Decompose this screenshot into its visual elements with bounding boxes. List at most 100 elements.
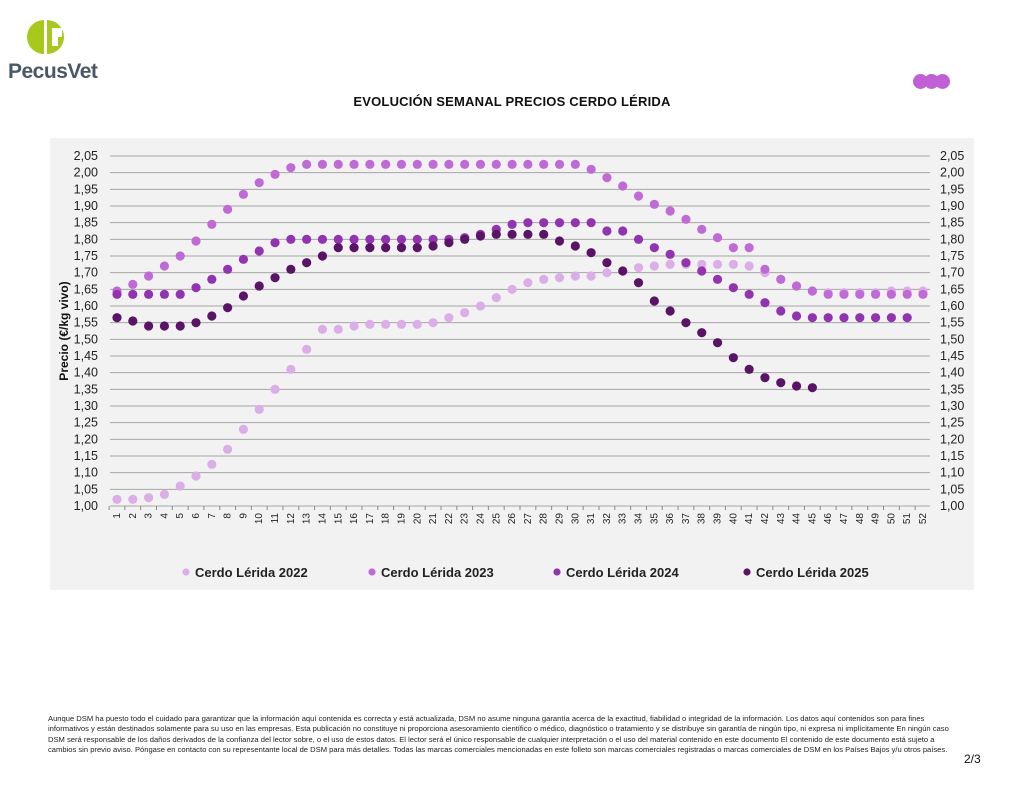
- x-tick-label: 3: [144, 513, 155, 519]
- y-tick-label-left: 1,45: [74, 349, 98, 363]
- data-point-cerdo-lérida-2023: [760, 264, 770, 274]
- data-point-cerdo-lérida-2025: [791, 381, 802, 391]
- legend-label: Cerdo Lérida 2024: [566, 565, 679, 580]
- data-point-cerdo-lérida-2023: [618, 181, 628, 191]
- data-point-cerdo-lérida-2023: [665, 206, 675, 216]
- data-point-cerdo-lérida-2022: [602, 268, 612, 278]
- y-tick-label-left: 1,75: [74, 249, 98, 263]
- x-tick-label: 1: [112, 513, 123, 519]
- y-tick-label-left: 1,90: [74, 199, 98, 213]
- x-tick-label: 39: [713, 513, 724, 525]
- data-point-cerdo-lérida-2024: [791, 311, 802, 321]
- data-point-cerdo-lérida-2024: [744, 289, 754, 299]
- data-point-cerdo-lérida-2024: [760, 298, 770, 308]
- x-tick-label: 44: [792, 513, 803, 525]
- data-point-cerdo-lérida-2022: [254, 404, 264, 414]
- y-tick-label-left: 1,50: [74, 332, 98, 346]
- y-tick-label-right: 1,60: [940, 299, 964, 313]
- data-point-cerdo-lérida-2024: [855, 313, 865, 323]
- data-point-cerdo-lérida-2022: [223, 444, 233, 454]
- data-point-cerdo-lérida-2023: [791, 281, 802, 291]
- data-point-cerdo-lérida-2025: [428, 241, 438, 251]
- y-tick-label-right: 1,45: [940, 349, 964, 363]
- y-tick-label-left: 1,15: [74, 449, 98, 463]
- data-point-cerdo-lérida-2023: [286, 163, 296, 173]
- data-point-cerdo-lérida-2023: [918, 289, 928, 299]
- data-point-cerdo-lérida-2023: [412, 159, 422, 169]
- data-point-cerdo-lérida-2023: [302, 159, 312, 169]
- data-point-cerdo-lérida-2022: [191, 471, 201, 481]
- data-point-cerdo-lérida-2023: [396, 159, 407, 169]
- data-point-cerdo-lérida-2024: [712, 274, 723, 284]
- y-tick-label-right: 1,85: [940, 216, 964, 230]
- data-point-cerdo-lérida-2024: [823, 313, 833, 323]
- logo-p-icon: [27, 20, 64, 54]
- data-point-cerdo-lérida-2022: [365, 319, 375, 329]
- data-point-cerdo-lérida-2023: [223, 204, 233, 214]
- data-point-cerdo-lérida-2023: [349, 159, 359, 169]
- data-point-cerdo-lérida-2023: [870, 289, 881, 299]
- y-tick-label-right: 1,15: [940, 449, 964, 463]
- x-tick-label: 10: [254, 513, 265, 525]
- y-tick-label-right: 2,05: [940, 149, 964, 163]
- data-point-cerdo-lérida-2023: [681, 214, 691, 224]
- data-point-cerdo-lérida-2025: [586, 248, 596, 258]
- x-tick-label: 13: [302, 513, 313, 525]
- y-tick-label-left: 1,60: [74, 299, 98, 313]
- data-point-cerdo-lérida-2023: [128, 279, 138, 289]
- data-point-cerdo-lérida-2023: [428, 159, 438, 169]
- data-point-cerdo-lérida-2023: [270, 169, 280, 179]
- y-tick-label-right: 1,20: [940, 432, 964, 446]
- data-point-cerdo-lérida-2025: [649, 296, 659, 306]
- data-point-cerdo-lérida-2025: [618, 266, 628, 276]
- data-point-cerdo-lérida-2022: [649, 261, 659, 271]
- data-point-cerdo-lérida-2024: [539, 218, 549, 228]
- data-point-cerdo-lérida-2024: [238, 254, 249, 264]
- x-tick-label: 50: [886, 513, 897, 525]
- data-point-cerdo-lérida-2022: [444, 313, 454, 323]
- data-point-cerdo-lérida-2025: [760, 373, 770, 383]
- chart-title: EVOLUCIÓN SEMANAL PRECIOS CERDO LÉRIDA: [353, 94, 671, 109]
- data-point-cerdo-lérida-2022: [317, 324, 328, 334]
- y-tick-label-left: 1,20: [74, 432, 98, 446]
- data-point-cerdo-lérida-2023: [839, 289, 849, 299]
- y-tick-label-left: 1,85: [74, 216, 98, 230]
- data-point-cerdo-lérida-2022: [412, 319, 422, 329]
- data-point-cerdo-lérida-2024: [776, 306, 786, 316]
- data-point-cerdo-lérida-2022: [523, 278, 533, 288]
- data-point-cerdo-lérida-2025: [807, 383, 817, 393]
- y-tick-label-right: 1,90: [940, 199, 964, 213]
- data-point-cerdo-lérida-2022: [302, 344, 312, 354]
- y-tick-label-right: 1,25: [940, 416, 964, 430]
- x-tick-label: 30: [570, 513, 581, 525]
- data-point-cerdo-lérida-2022: [175, 481, 185, 491]
- data-point-cerdo-lérida-2025: [302, 258, 312, 268]
- x-tick-label: 16: [349, 513, 360, 525]
- data-point-cerdo-lérida-2022: [112, 494, 122, 504]
- y-tick-label-left: 1,40: [74, 366, 98, 380]
- data-point-cerdo-lérida-2023: [902, 289, 912, 299]
- data-point-cerdo-lérida-2023: [586, 164, 596, 174]
- x-tick-label: 29: [555, 513, 566, 525]
- y-tick-label-left: 1,70: [74, 266, 98, 280]
- x-tick-label: 51: [902, 513, 913, 525]
- x-tick-label: 12: [286, 513, 297, 525]
- data-point-cerdo-lérida-2022: [507, 284, 517, 294]
- data-point-cerdo-lérida-2024: [886, 313, 896, 323]
- data-point-cerdo-lérida-2024: [649, 243, 659, 253]
- data-point-cerdo-lérida-2024: [333, 234, 343, 244]
- data-point-cerdo-lérida-2023: [333, 159, 343, 169]
- data-point-cerdo-lérida-2023: [570, 159, 580, 169]
- x-tick-label: 37: [681, 513, 692, 525]
- data-point-cerdo-lérida-2022: [665, 259, 675, 269]
- data-point-cerdo-lérida-2024: [317, 234, 328, 244]
- x-tick-label: 35: [649, 513, 660, 525]
- data-point-cerdo-lérida-2022: [554, 273, 565, 283]
- data-point-cerdo-lérida-2025: [207, 311, 217, 321]
- data-point-cerdo-lérida-2023: [554, 159, 565, 169]
- brand-name: PecusVet: [8, 60, 98, 83]
- data-point-cerdo-lérida-2022: [381, 319, 391, 329]
- data-point-cerdo-lérida-2024: [302, 234, 312, 244]
- data-point-cerdo-lérida-2025: [286, 264, 296, 274]
- data-point-cerdo-lérida-2024: [633, 234, 644, 244]
